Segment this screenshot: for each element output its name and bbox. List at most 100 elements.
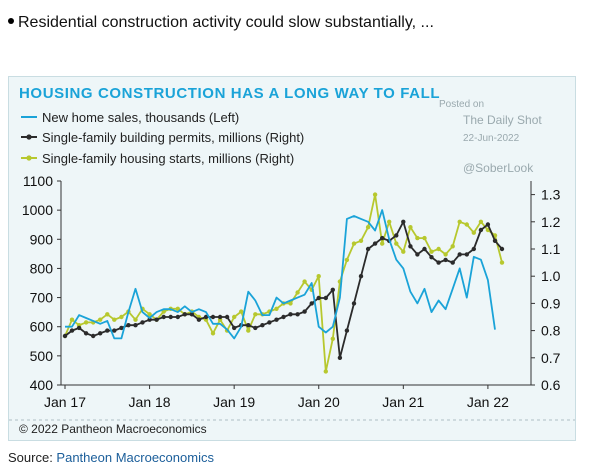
right-tick-label: 0.8	[541, 323, 561, 339]
series-1-point	[62, 333, 68, 339]
series-1-point	[351, 301, 357, 306]
series-2-point	[351, 241, 357, 246]
series-2-point	[330, 336, 335, 341]
series-2-point	[274, 306, 279, 311]
series-1-point	[154, 317, 159, 322]
series-1-point	[485, 222, 491, 227]
watermark-line-4: @SoberLook	[463, 161, 534, 175]
left-axis: 400 500 600 700 800 900 1000 1100	[22, 173, 62, 393]
series-2-point	[288, 301, 293, 306]
series-1-point	[422, 246, 427, 252]
x-tick-label: Jan 21	[382, 394, 424, 410]
headline-text: Residential construction activity could …	[18, 14, 434, 31]
right-tick-label: 1.2	[541, 214, 561, 230]
series-2-point	[175, 306, 180, 311]
x-tick-label: Jan 17	[44, 394, 86, 410]
series-2-point	[316, 274, 321, 279]
series-1-point	[344, 328, 350, 333]
bullet-icon	[8, 17, 14, 24]
headline: Residential construction activity could …	[8, 14, 434, 32]
series-1-point	[337, 355, 343, 360]
series-2-point	[295, 290, 300, 295]
series-1-point	[203, 314, 209, 320]
left-tick-label: 700	[30, 290, 54, 306]
series-1-point	[380, 235, 385, 241]
watermark-line-3: 22-Jun-2022	[463, 133, 520, 144]
series-2-point	[246, 328, 251, 333]
source-line: Source: Pantheon Macroeconomics	[8, 450, 214, 465]
series-1-point	[415, 252, 420, 257]
series-1-point	[217, 314, 223, 320]
series-1-point	[457, 252, 462, 257]
series-1-point	[175, 314, 180, 320]
series-1-point	[464, 252, 469, 257]
legend-label-starts: Single-family housing starts, millions (…	[42, 151, 294, 166]
series-2-point	[429, 249, 434, 254]
series-1-point	[394, 233, 399, 238]
housing-chart: HOUSING CONSTRUCTION HAS A LONG WAY TO F…	[9, 85, 575, 436]
legend-label-sales: New home sales, thousands (Left)	[42, 110, 239, 125]
series-1-point	[161, 314, 166, 320]
series-2-point	[69, 317, 75, 322]
left-tick-label: 400	[30, 377, 54, 393]
right-tick-label: 1.3	[541, 187, 561, 203]
source-link[interactable]: Pantheon Macroeconomics	[56, 450, 214, 465]
series-line-0	[65, 209, 496, 340]
left-tick-label: 1100	[23, 173, 53, 189]
right-tick-label: 1.0	[541, 268, 561, 284]
right-tick-label: 0.6	[541, 377, 561, 393]
series-2-point	[210, 331, 216, 336]
copyright: © 2022 Pantheon Macroeconomics	[19, 422, 207, 436]
series-1-point	[98, 331, 103, 336]
series-1-point	[295, 312, 300, 317]
right-tick-label: 0.7	[541, 350, 561, 366]
series-1-point	[189, 312, 195, 317]
series-2-point	[387, 219, 392, 224]
series-2-point	[358, 238, 364, 243]
series-1-point	[69, 328, 75, 333]
series-1-point	[436, 260, 441, 265]
series-1-point	[182, 312, 187, 317]
series-2-point	[464, 222, 469, 227]
series-2-point	[112, 317, 117, 322]
series-line-1	[64, 220, 503, 359]
series-1-point	[232, 325, 237, 331]
series-1-point	[76, 325, 82, 331]
series-1-point	[260, 323, 265, 328]
series-2-point	[394, 241, 399, 246]
x-tick-label: Jan 22	[467, 394, 509, 410]
series-2-point	[344, 257, 350, 263]
series-1-point	[408, 244, 413, 249]
series-2-point	[457, 219, 462, 224]
series-2-point	[415, 235, 420, 241]
series-1-point	[133, 323, 138, 328]
series-1-point	[168, 314, 173, 320]
chart-title: HOUSING CONSTRUCTION HAS A LONG WAY TO F…	[19, 85, 440, 102]
series-1-point	[274, 317, 279, 322]
plot-lines	[62, 192, 505, 374]
series-2-point	[372, 192, 378, 197]
x-tick-label: Jan 20	[298, 394, 340, 410]
series-1-point	[478, 227, 484, 233]
series-1-point	[492, 238, 498, 243]
series-1-point	[281, 314, 286, 320]
series-2-point	[133, 317, 138, 322]
series-1-point	[112, 328, 117, 333]
right-axis: 0.6 0.7 0.8 0.9 1.0 1.1 1.2 1.3	[530, 181, 561, 393]
x-tick-label: Jan 18	[129, 394, 171, 410]
source-label: Source:	[8, 450, 57, 465]
series-1-point	[499, 246, 505, 252]
series-1-point	[429, 255, 434, 260]
series-1-point	[330, 287, 335, 292]
series-2-point	[147, 312, 152, 317]
series-1-point	[267, 320, 272, 325]
series-1-point	[309, 301, 314, 306]
series-1-point	[253, 325, 258, 331]
series-2-point	[323, 369, 328, 374]
series-2-point	[436, 246, 441, 252]
watermark-line-2: The Daily Shot	[463, 113, 542, 127]
series-1-point	[316, 295, 321, 301]
series-2-point	[401, 249, 406, 254]
series-2-point	[239, 309, 244, 314]
series-1-point	[372, 241, 378, 246]
